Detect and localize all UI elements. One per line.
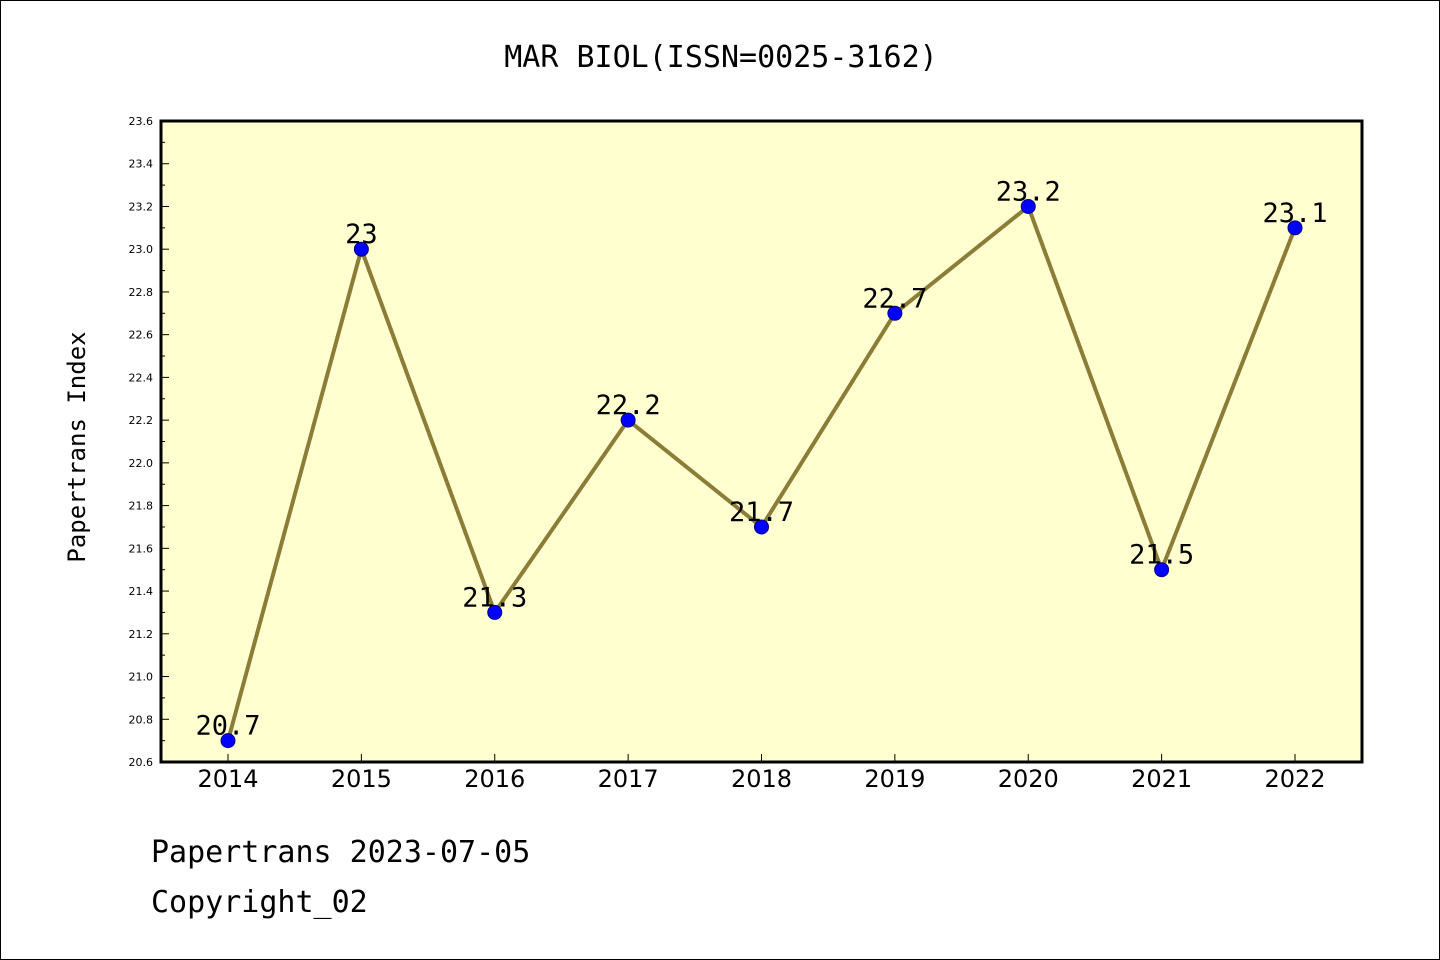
x-tick-label: 2015 [331,765,392,793]
y-tick-label: 20.8 [129,713,154,726]
y-tick-label: 21.2 [129,628,154,641]
x-tick-label: 2019 [864,765,925,793]
data-point [1020,198,1036,214]
footer-date-text: Papertrans 2023-07-05 [151,835,531,870]
x-tick-label: 2014 [197,765,258,793]
data-point [353,241,369,257]
y-tick-label: 22.0 [129,457,154,470]
data-label: 23.1 [1262,198,1327,229]
y-tick-label: 23.2 [129,200,154,213]
y-tick-label: 22.2 [129,414,154,427]
x-tick-label: 2021 [1131,765,1192,793]
data-label: 20.7 [195,711,260,742]
data-label: 21.5 [1129,540,1194,571]
x-axis: 2014 2015 2016 2017 2018 2019 2020 2021 2022 [197,754,1326,793]
data-label: 21.7 [729,497,794,528]
data-label: 21.3 [462,582,527,613]
data-point [487,604,503,620]
x-tick-label: 2022 [1264,765,1325,793]
data-point [754,519,769,535]
y-tick-label: 22.8 [129,286,154,299]
data-label: 23 [345,219,378,250]
data-label: 23.2 [996,176,1061,207]
data-point [220,733,236,749]
data-point [1154,562,1170,578]
x-tick-label: 2020 [998,765,1059,793]
y-tick-label: 23.6 [129,115,154,128]
data-series: 20.7 23 21.3 22.2 21.7 22.7 23.2 21.5 23.1 [195,176,1328,749]
data-point [1287,220,1303,236]
x-tick-label: 2018 [731,765,792,793]
footer-copyright-text: Copyright_02 [151,885,368,920]
y-tick-label: 21.0 [129,671,154,684]
x-tick-label: 2016 [464,765,525,793]
y-tick-label: 21.4 [129,585,154,598]
y-tick-label: 23.0 [129,243,154,256]
data-point [620,412,636,428]
y-tick-label: 20.6 [129,756,154,769]
y-tick-label: 21.8 [129,500,154,513]
y-tick-label: 21.6 [129,542,154,555]
y-tick-label: 23.4 [129,158,154,171]
data-label: 22.7 [862,283,927,314]
data-point [887,305,903,321]
data-label: 22.2 [596,390,661,421]
chart-title: MAR BIOL(ISSN=0025-3162) [504,40,937,75]
plot-area [159,119,1364,764]
y-tick-label: 22.6 [129,329,154,342]
y-tick-label: 22.4 [129,371,154,384]
y-axis: 20.6 20.8 21.0 21.2 21.4 21.6 21.8 22.0 22.2 22.4… [129,115,169,769]
y-axis-label: Papertrans Index [63,331,91,562]
x-tick-label: 2017 [598,765,659,793]
